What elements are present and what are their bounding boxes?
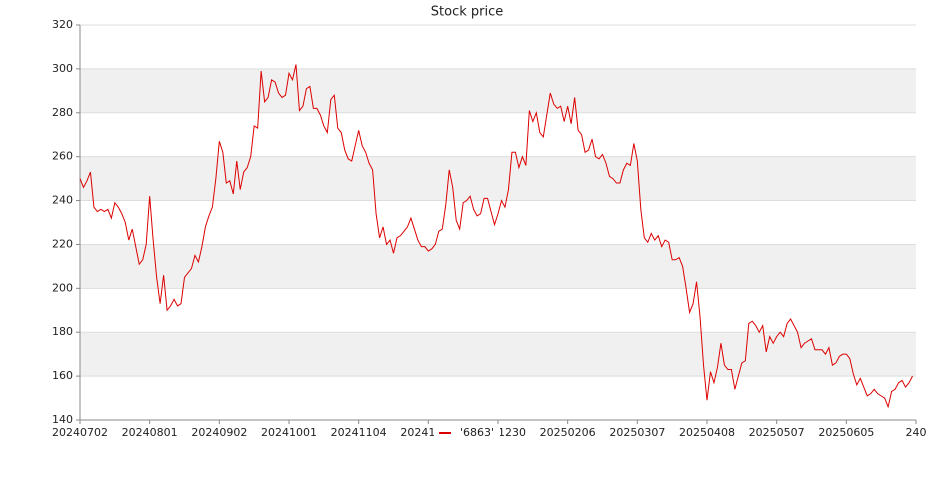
grid-band bbox=[80, 68, 916, 113]
y-tick-label: 220 bbox=[52, 237, 73, 250]
y-tick-label: 140 bbox=[52, 413, 73, 426]
x-tick-label: 20240801 bbox=[122, 426, 178, 439]
x-tick-label: 20250507 bbox=[749, 426, 805, 439]
y-tick-label: 300 bbox=[52, 62, 73, 75]
x-tick-label: 240 bbox=[906, 426, 927, 439]
legend-box bbox=[434, 425, 500, 441]
grid-band bbox=[80, 244, 916, 289]
x-tick-label: 20241104 bbox=[331, 426, 387, 439]
x-tick-label: 20240702 bbox=[52, 426, 108, 439]
legend-label: '6863' bbox=[460, 426, 494, 439]
grid-band bbox=[80, 332, 916, 377]
legend: '6863' bbox=[434, 425, 500, 441]
y-tick-label: 260 bbox=[52, 150, 73, 163]
y-tick-label: 320 bbox=[52, 18, 73, 31]
y-tick-label: 180 bbox=[52, 325, 73, 338]
x-tick-label: 20250605 bbox=[818, 426, 874, 439]
chart-title: Stock price bbox=[431, 5, 503, 20]
y-tick-label: 280 bbox=[52, 106, 73, 119]
grid-band bbox=[80, 156, 916, 201]
x-tick-label: 20250307 bbox=[609, 426, 665, 439]
x-tick-label: 20240902 bbox=[191, 426, 247, 439]
y-tick-label: 240 bbox=[52, 194, 73, 207]
y-tick-label: 200 bbox=[52, 281, 73, 294]
x-tick-label: 20250206 bbox=[540, 426, 596, 439]
x-tick-label: 20250408 bbox=[679, 426, 735, 439]
y-tick-label: 160 bbox=[52, 369, 73, 382]
x-tick-label: 20241001 bbox=[261, 426, 317, 439]
line-series bbox=[79, 64, 913, 409]
